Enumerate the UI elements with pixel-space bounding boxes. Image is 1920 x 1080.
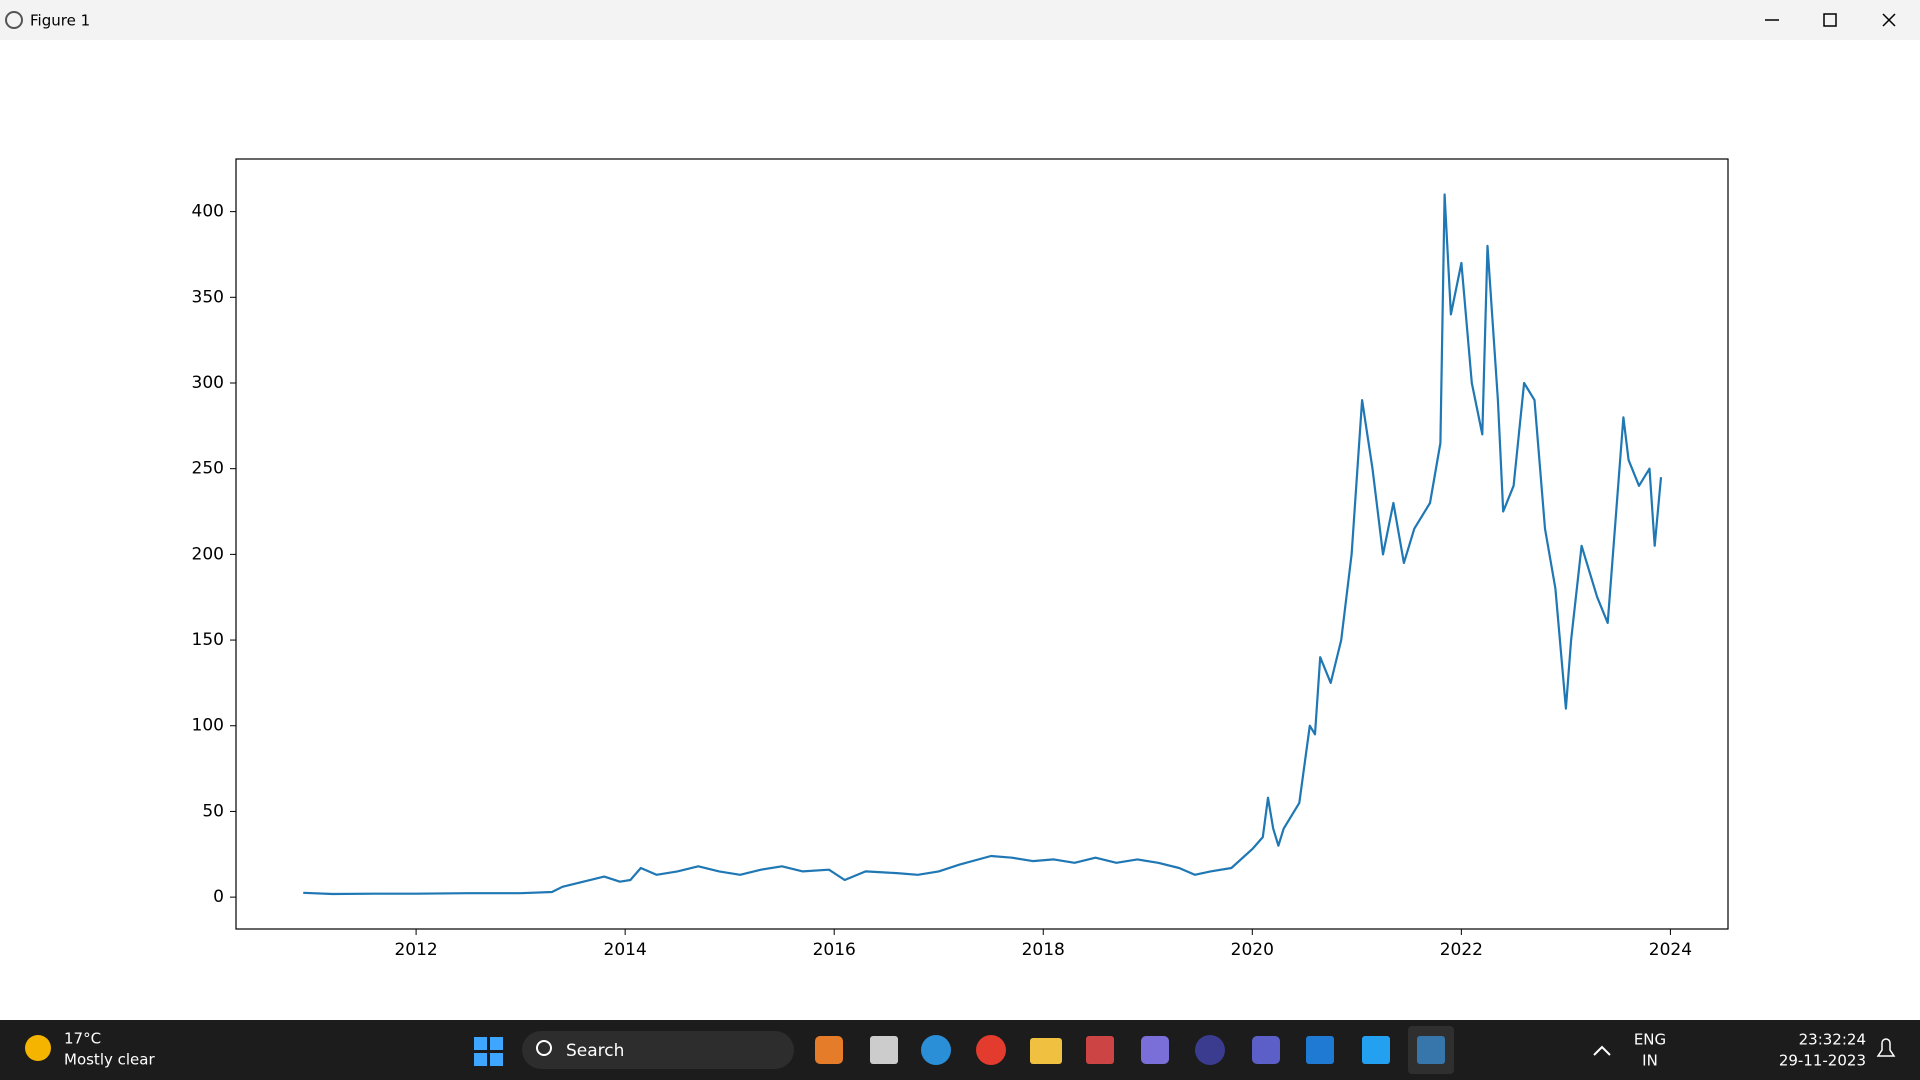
temperature[interactable]: 17°C: [64, 1030, 101, 1048]
search-label[interactable]: Search: [566, 1041, 624, 1061]
app-icon: [1417, 1036, 1445, 1064]
title-bar: [0, 0, 1920, 40]
x-tick-label: 2020: [1231, 940, 1274, 960]
search-box[interactable]: [522, 1031, 794, 1069]
taskbar: [0, 1020, 1920, 1080]
x-tick-label: 2016: [813, 940, 856, 960]
app-icon[interactable]: [815, 1036, 843, 1064]
maximize-button[interactable]: [1823, 13, 1837, 27]
start-button[interactable]: [474, 1037, 503, 1066]
app-icon[interactable]: [1030, 1038, 1062, 1064]
region[interactable]: IN: [1642, 1052, 1658, 1070]
x-tick-label: 2012: [394, 940, 437, 960]
y-tick-label: 100: [192, 716, 224, 736]
app-icon[interactable]: [1195, 1035, 1225, 1065]
x-tick-label: 2014: [604, 940, 647, 960]
x-tick-label: 2024: [1649, 940, 1692, 960]
app-icon[interactable]: [1306, 1036, 1334, 1064]
y-tick-label: 50: [202, 801, 224, 821]
clock-time[interactable]: 23:32:24: [1799, 1031, 1866, 1049]
plot: 0 50 100 150 200 250 300 350 400 2012 2014 2016 2018…: [192, 158, 1729, 960]
y-tick-label: 300: [192, 373, 224, 393]
y-tick-label: 0: [213, 887, 224, 907]
x-tick-label: 2022: [1440, 940, 1483, 960]
notifications[interactable]: [1876, 1038, 1896, 1057]
y-tick-label: 150: [192, 630, 224, 650]
app-icon: [5, 11, 23, 29]
y-tick-label: 400: [192, 202, 224, 222]
app-icon[interactable]: [1086, 1036, 1114, 1064]
app-icon[interactable]: [1252, 1036, 1280, 1064]
weather[interactable]: Mostly clear: [64, 1051, 155, 1069]
app-icon[interactable]: [1362, 1036, 1390, 1064]
tray-expand[interactable]: [1593, 1045, 1611, 1056]
axes-frame: [235, 158, 1729, 930]
language[interactable]: ENG: [1634, 1031, 1666, 1049]
y-tick-label: 200: [192, 544, 224, 564]
price-line: [303, 193, 1663, 896]
app-icon[interactable]: [921, 1035, 951, 1065]
x-tick-label: 2018: [1022, 940, 1065, 960]
y-tick-label: 250: [192, 459, 224, 479]
app-icon[interactable]: [1141, 1036, 1169, 1064]
search-icon: [536, 1040, 552, 1056]
close-button[interactable]: [1882, 13, 1896, 27]
y-tick-label: 350: [192, 287, 224, 307]
app-icon[interactable]: [870, 1036, 898, 1064]
app-icon[interactable]: [976, 1035, 1006, 1065]
weather-icon[interactable]: [25, 1035, 51, 1061]
window-title: Figure 1: [30, 12, 90, 30]
clock-date[interactable]: 29-11-2023: [1779, 1052, 1866, 1070]
